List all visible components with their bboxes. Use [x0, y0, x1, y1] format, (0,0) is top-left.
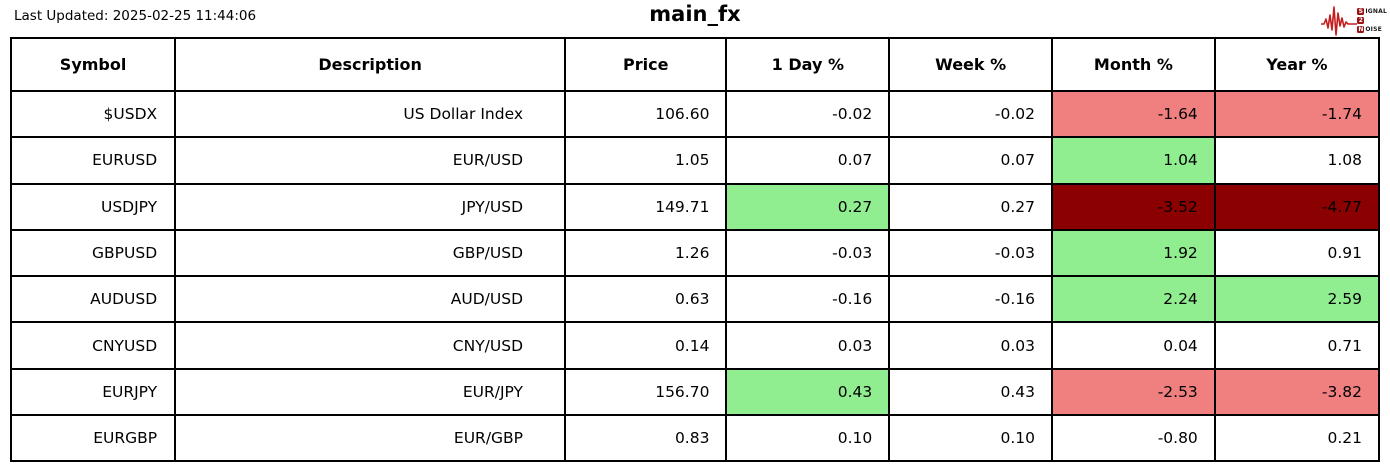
cell-month: -0.80 [1051, 414, 1216, 463]
cell-day: 0.03 [725, 321, 891, 370]
cell-price: 1.05 [564, 136, 728, 185]
table-row: USDJPY JPY/USD 149.71 0.27 0.27 -3.52 -4.77 [9, 182, 1381, 231]
cell-symbol: USDJPY [9, 182, 177, 231]
cell-week: 0.43 [888, 367, 1054, 417]
cell-day: -0.03 [725, 228, 891, 278]
table-row: AUDUSD AUD/USD 0.63 -0.16 -0.16 2.24 2.59 [9, 275, 1381, 324]
cell-symbol: CNYUSD [9, 321, 177, 370]
cell-year: 0.21 [1213, 414, 1381, 463]
cell-price: 1.26 [564, 228, 728, 278]
cell-symbol: EURUSD [9, 136, 177, 185]
cell-description: US Dollar Index [174, 89, 567, 139]
cell-price: 0.14 [564, 321, 728, 370]
cell-description: GBP/USD [174, 228, 567, 278]
cell-day: -0.02 [725, 89, 891, 139]
cell-week: 0.07 [888, 136, 1054, 185]
column-header-week: Week % [888, 37, 1054, 92]
logo-text: S IGNAL 2 N OISE [1357, 7, 1387, 33]
cell-price: 0.63 [564, 275, 728, 324]
cell-symbol: AUDUSD [9, 275, 177, 324]
table-row: CNYUSD CNY/USD 0.14 0.03 0.03 0.04 0.71 [9, 321, 1381, 370]
column-header-year: Year % [1213, 37, 1381, 92]
table-row: $USDX US Dollar Index 106.60 -0.02 -0.02 -1.6… [9, 89, 1381, 139]
cell-year: 1.08 [1213, 136, 1381, 185]
cell-year: -1.74 [1213, 89, 1381, 139]
cell-day: 0.10 [725, 414, 891, 463]
table-row: EURUSD EUR/USD 1.05 0.07 0.07 1.04 1.08 [9, 136, 1381, 185]
fx-table: Symbol Description Price 1 Day % Week % … [9, 37, 1381, 463]
column-header-symbol: Symbol [9, 37, 177, 92]
logo-line-signal: S IGNAL [1357, 7, 1387, 15]
cell-price: 0.83 [564, 414, 728, 463]
cell-description: AUD/USD [174, 275, 567, 324]
column-header-day: 1 Day % [725, 37, 891, 92]
column-header-price: Price [564, 37, 728, 92]
cell-day: 0.43 [725, 367, 891, 417]
cell-week: 0.03 [888, 321, 1054, 370]
cell-month: -2.53 [1051, 367, 1216, 417]
cell-week: -0.02 [888, 89, 1054, 139]
cell-price: 156.70 [564, 367, 728, 417]
column-header-month: Month % [1051, 37, 1216, 92]
logo-badge-2: 2 [1357, 16, 1365, 24]
cell-month: 1.04 [1051, 136, 1216, 185]
cell-year: 0.71 [1213, 321, 1381, 370]
cell-description: CNY/USD [174, 321, 567, 370]
cell-day: 0.07 [725, 136, 891, 185]
page-title: main_fx [649, 2, 741, 26]
cell-description: EUR/JPY [174, 367, 567, 417]
cell-day: 0.27 [725, 182, 891, 231]
table-row: GBPUSD GBP/USD 1.26 -0.03 -0.03 1.92 0.91 [9, 228, 1381, 278]
cell-symbol: EURGBP [9, 414, 177, 463]
table-header-row: Symbol Description Price 1 Day % Week % … [9, 37, 1381, 92]
cell-day: -0.16 [725, 275, 891, 324]
cell-month: 2.24 [1051, 275, 1216, 324]
cell-symbol: GBPUSD [9, 228, 177, 278]
cell-month: 1.92 [1051, 228, 1216, 278]
cell-description: EUR/GBP [174, 414, 567, 463]
cell-description: EUR/USD [174, 136, 567, 185]
column-header-description: Description [174, 37, 567, 92]
heartbeat-icon [1321, 6, 1358, 36]
cell-month: -3.52 [1051, 182, 1216, 231]
cell-month: -1.64 [1051, 89, 1216, 139]
signal-2-noise-logo: S IGNAL 2 N OISE [1321, 3, 1387, 37]
cell-price: 106.60 [564, 89, 728, 139]
last-updated-label: Last Updated: 2025-02-25 11:44:06 [14, 8, 257, 24]
cell-month: 0.04 [1051, 321, 1216, 370]
cell-week: 0.27 [888, 182, 1054, 231]
cell-year: -3.82 [1213, 367, 1381, 417]
table-row: EURGBP EUR/GBP 0.83 0.10 0.10 -0.80 0.21 [9, 414, 1381, 463]
cell-week: 0.10 [888, 414, 1054, 463]
cell-year: -4.77 [1213, 182, 1381, 231]
cell-year: 2.59 [1213, 275, 1381, 324]
table-row: EURJPY EUR/JPY 156.70 0.43 0.43 -2.53 -3.82 [9, 367, 1381, 417]
logo-line-2: 2 [1357, 16, 1387, 24]
cell-description: JPY/USD [174, 182, 567, 231]
cell-price: 149.71 [564, 182, 728, 231]
cell-week: -0.16 [888, 275, 1054, 324]
logo-badge-n: N [1357, 25, 1365, 33]
cell-symbol: EURJPY [9, 367, 177, 417]
cell-week: -0.03 [888, 228, 1054, 278]
cell-symbol: $USDX [9, 89, 177, 139]
logo-badge-s: S [1357, 7, 1365, 15]
logo-line-noise: N OISE [1357, 25, 1382, 33]
cell-year: 0.91 [1213, 228, 1381, 278]
fx-table-body: $USDX US Dollar Index 106.60 -0.02 -0.02 -1.6… [9, 89, 1381, 463]
